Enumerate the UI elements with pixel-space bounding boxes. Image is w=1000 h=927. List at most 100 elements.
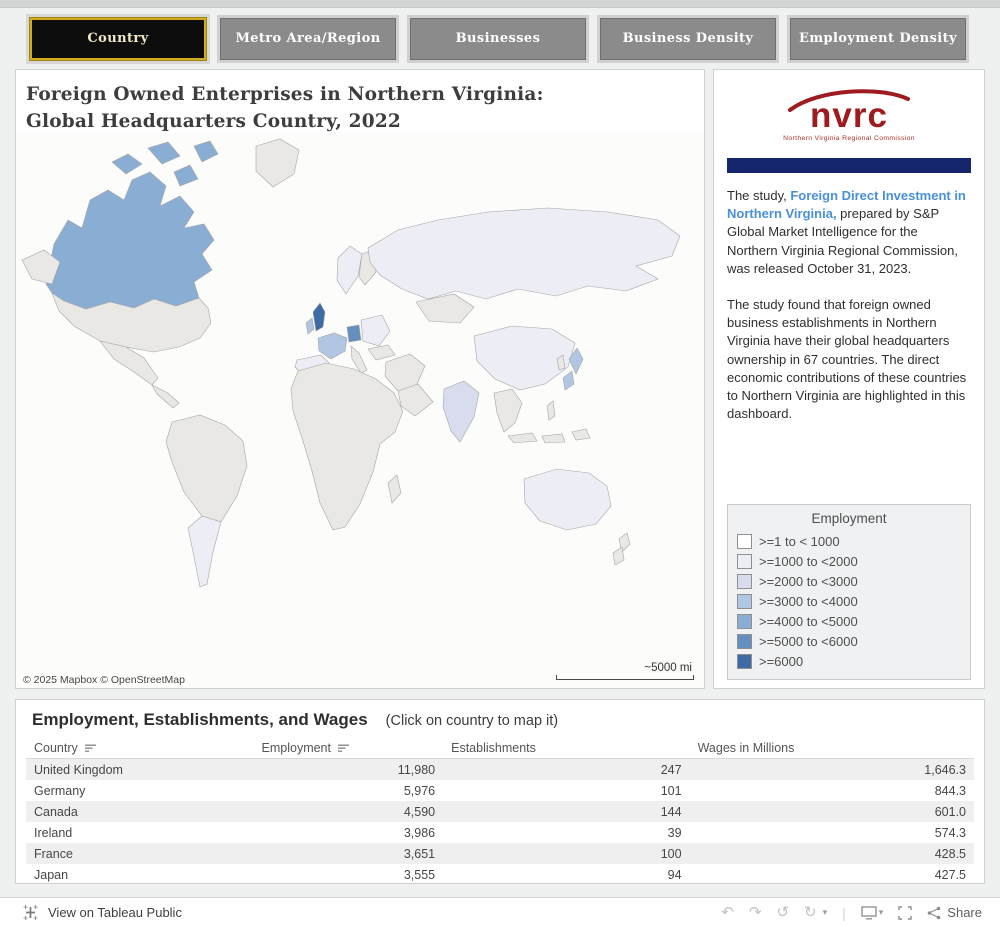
tab-businesses[interactable]: Businesses	[410, 17, 586, 60]
legend-item[interactable]: >=1 to < 1000	[737, 531, 961, 551]
cell-country[interactable]: Germany	[34, 783, 86, 798]
top-strip	[0, 0, 1000, 8]
table-title: Employment, Establishments, and Wages	[32, 710, 368, 729]
tab-business-density[interactable]: Business Density	[600, 17, 776, 60]
country-canada-island[interactable]	[193, 140, 219, 163]
sort-icon[interactable]	[84, 744, 97, 753]
country-greenland[interactable]	[255, 138, 300, 188]
country-australia[interactable]	[523, 468, 612, 531]
country-saudi-arabia[interactable]	[397, 383, 434, 417]
country-indonesia-east[interactable]	[541, 433, 566, 444]
cell-establishments: 100	[660, 846, 682, 861]
country-mexico[interactable]	[99, 340, 159, 386]
map-attribution[interactable]: © 2025 Mapbox © OpenStreetMap	[16, 672, 192, 688]
toolbar-actions: ↶ ↷ ↺ ↻ ▾ | ▾ Share	[721, 905, 982, 921]
country-china[interactable]	[473, 325, 576, 391]
study-report-link[interactable]: Foreign Direct Investment in Northern Vi…	[727, 188, 966, 222]
cell-country[interactable]: Ireland	[34, 825, 73, 840]
cell-country[interactable]: France	[34, 846, 73, 861]
country-india[interactable]	[442, 380, 480, 443]
tab-employment-density[interactable]: Employment Density	[790, 17, 966, 60]
column-header-establishments[interactable]: Establishments	[443, 738, 690, 759]
legend-swatch	[737, 653, 752, 669]
legend-item[interactable]: >=6000	[737, 651, 961, 671]
country-france[interactable]	[317, 332, 348, 360]
undo-icon[interactable]: ↶	[721, 904, 734, 921]
country-ireland[interactable]	[305, 317, 315, 335]
country-canada[interactable]	[45, 171, 215, 310]
country-usa[interactable]	[51, 292, 212, 353]
device-layout-icon[interactable]: ▾	[861, 905, 884, 920]
legend-item[interactable]: >=4000 to <5000	[737, 611, 961, 631]
country-philippines[interactable]	[546, 400, 556, 421]
fullscreen-icon[interactable]	[898, 905, 912, 920]
column-header-country[interactable]: Country	[26, 738, 254, 759]
cell-establishments: 94	[667, 867, 682, 882]
reset-icon[interactable]: ↺	[776, 904, 790, 921]
country-madagascar[interactable]	[387, 474, 402, 504]
region-africa[interactable]	[290, 362, 404, 531]
cell-country[interactable]: Japan	[34, 867, 69, 882]
tab-metro-area-region[interactable]: Metro Area/Region	[220, 17, 396, 60]
world-map[interactable]: © 2025 Mapbox © OpenStreetMap ~5000 mi	[16, 132, 704, 688]
country-germany[interactable]	[346, 324, 362, 343]
device-layout-caret-icon[interactable]: ▾	[878, 907, 884, 917]
country-south-korea[interactable]	[556, 354, 566, 371]
legend-label: >=1 to < 1000	[759, 533, 840, 549]
column-label-establishments: Establishments	[451, 741, 536, 755]
table-row[interactable]: Canada 4,590 144 601.0	[26, 801, 974, 822]
region-central-asia[interactable]	[415, 293, 475, 324]
region-scandinavia[interactable]	[336, 245, 363, 295]
region-eastern-europe[interactable]	[360, 314, 391, 347]
toolbar-divider: |	[842, 904, 846, 921]
cell-country[interactable]: Canada	[34, 804, 78, 819]
region-southeast-asia[interactable]	[493, 388, 523, 433]
redo-icon[interactable]: ↷	[748, 904, 762, 921]
country-new-zealand-south[interactable]	[612, 546, 625, 566]
country-canada-island[interactable]	[111, 153, 143, 175]
country-united-kingdom[interactable]	[312, 302, 326, 332]
tab-country[interactable]: Country	[30, 17, 206, 60]
region-central-america[interactable]	[151, 384, 180, 409]
share-button[interactable]: Share	[927, 905, 982, 920]
legend-item[interactable]: >=2000 to <3000	[737, 571, 961, 591]
refresh-caret-icon[interactable]: ▾	[822, 907, 828, 917]
cell-wages: 601.0	[934, 804, 966, 819]
country-turkey[interactable]	[367, 344, 396, 361]
country-alaska[interactable]	[21, 249, 61, 285]
nvrc-logo: nvrc Northern Virginia Regional Commissi…	[727, 86, 971, 142]
country-canada-island[interactable]	[147, 141, 181, 165]
island-new-guinea[interactable]	[571, 428, 591, 441]
table-row[interactable]: Ireland 3,986 39 574.3	[26, 822, 974, 843]
table-row[interactable]: Japan 3,555 94 427.5	[26, 864, 974, 885]
country-russia[interactable]	[367, 207, 681, 300]
map-title: Foreign Owned Enterprises in Northern Vi…	[16, 70, 704, 140]
legend-item[interactable]: >=5000 to <6000	[737, 631, 961, 651]
legend-item[interactable]: >=1000 to <2000	[737, 551, 961, 571]
map-scale: ~5000 mi	[556, 662, 694, 680]
view-on-tableau-label: View on Tableau Public	[48, 905, 182, 920]
country-argentina[interactable]	[187, 515, 222, 588]
country-italy[interactable]	[350, 345, 368, 374]
region-south-america[interactable]	[165, 414, 248, 523]
refresh-icon[interactable]: ↻	[804, 904, 817, 921]
table-row[interactable]: United Kingdom 11,980 247 1,646.3	[26, 758, 974, 780]
legend-item[interactable]: >=3000 to <4000	[737, 591, 961, 611]
country-canada-island[interactable]	[173, 164, 199, 187]
country-indonesia[interactable]	[507, 432, 538, 444]
column-label-country: Country	[34, 741, 78, 755]
country-japan-south[interactable]	[562, 370, 575, 391]
column-header-employment[interactable]: Employment	[253, 738, 444, 759]
sort-icon[interactable]	[337, 744, 350, 753]
table-row[interactable]: Germany 5,976 101 844.3	[26, 780, 974, 801]
legend-swatch	[737, 533, 752, 549]
table-row[interactable]: France 3,651 100 428.5	[26, 843, 974, 864]
world-map-svg[interactable]	[16, 132, 704, 688]
cell-employment: 11,980	[397, 762, 436, 777]
share-icon	[927, 906, 941, 919]
map-title-line2: Global Headquarters Country, 2022	[26, 110, 401, 132]
column-header-wages[interactable]: Wages in Millions	[689, 738, 974, 759]
cell-country[interactable]: United Kingdom	[34, 762, 123, 777]
view-on-tableau-public[interactable]: View on Tableau Public	[22, 904, 182, 921]
country-japan[interactable]	[568, 347, 584, 375]
